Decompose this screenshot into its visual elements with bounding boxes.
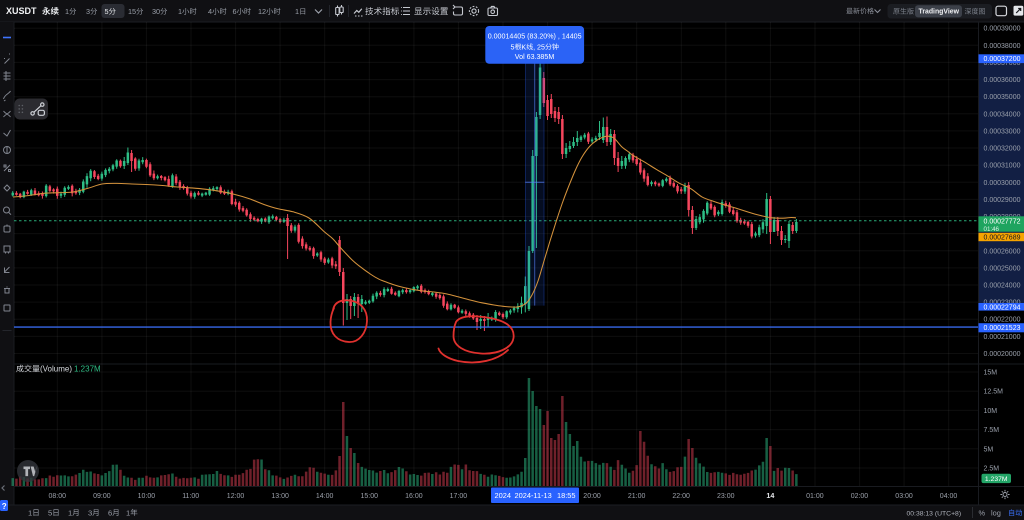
svg-text:13:00: 13:00 <box>271 493 289 500</box>
svg-text:1: 1 <box>28 508 32 517</box>
svg-text:11:00: 11:00 <box>182 493 199 500</box>
svg-text:3: 3 <box>88 508 92 517</box>
svg-text:1: 1 <box>178 7 182 16</box>
svg-text:XUSDT: XUSDT <box>6 6 37 16</box>
svg-text:20:00: 20:00 <box>583 493 601 500</box>
svg-text:0.00037000: 0.00037000 <box>984 60 1021 67</box>
svg-text:0.00024000: 0.00024000 <box>984 283 1021 290</box>
svg-text:17:00: 17:00 <box>450 493 468 500</box>
svg-text:10M: 10M <box>984 408 998 415</box>
svg-text:12: 12 <box>258 7 266 16</box>
svg-text:0.00021000: 0.00021000 <box>984 334 1021 341</box>
svg-text:5M: 5M <box>984 446 994 453</box>
svg-text:1: 1 <box>126 508 130 517</box>
svg-text:0.00036000: 0.00036000 <box>984 77 1021 84</box>
svg-text:23:00: 23:00 <box>717 493 735 500</box>
svg-text:1: 1 <box>65 7 69 16</box>
svg-text:5: 5 <box>511 43 515 51</box>
svg-text:5: 5 <box>105 7 109 16</box>
svg-text:0.00022000: 0.00022000 <box>984 317 1021 324</box>
svg-text:0.00031000: 0.00031000 <box>984 163 1021 170</box>
svg-text:22:00: 22:00 <box>672 493 690 500</box>
svg-text:log: log <box>991 508 1001 517</box>
svg-text:0.00022794: 0.00022794 <box>984 304 1021 311</box>
svg-text:01:00: 01:00 <box>806 493 824 500</box>
svg-text:16:00: 16:00 <box>405 493 423 500</box>
svg-text:10:00: 10:00 <box>138 493 156 500</box>
svg-text:21:00: 21:00 <box>628 493 646 500</box>
svg-text:08:00: 08:00 <box>49 493 67 500</box>
svg-text:12.5M: 12.5M <box>984 389 1004 396</box>
svg-text:0.00034000: 0.00034000 <box>984 111 1021 118</box>
svg-text:0.00033000: 0.00033000 <box>984 128 1021 135</box>
svg-text:00:38:13 (UTC+8): 00:38:13 (UTC+8) <box>907 510 962 517</box>
svg-text:04:00: 04:00 <box>940 493 958 500</box>
svg-text:0.00037200: 0.00037200 <box>984 56 1021 63</box>
svg-text:0.00014405 (83.20%) , 14405: 0.00014405 (83.20%) , 14405 <box>488 33 582 41</box>
svg-text:15: 15 <box>128 7 136 16</box>
svg-text:, 25: , 25 <box>533 43 545 51</box>
svg-text:%: % <box>979 508 986 517</box>
svg-text:09:00: 09:00 <box>93 493 111 500</box>
svg-text:2.5M: 2.5M <box>984 466 1000 473</box>
svg-text:2024: 2024 <box>495 491 511 500</box>
svg-text:0.00020000: 0.00020000 <box>984 351 1021 358</box>
svg-text:1: 1 <box>295 7 299 16</box>
svg-text:TradingView: TradingView <box>919 9 960 16</box>
svg-text:0.00032000: 0.00032000 <box>984 146 1021 153</box>
svg-text:K: K <box>521 43 526 51</box>
svg-text:14:00: 14:00 <box>316 493 334 500</box>
svg-text:14: 14 <box>766 491 774 500</box>
svg-text:5: 5 <box>48 508 52 517</box>
svg-text:18:55: 18:55 <box>557 491 576 500</box>
svg-text:02:00: 02:00 <box>851 493 869 500</box>
svg-text:0.00039000: 0.00039000 <box>984 26 1021 33</box>
svg-text:1.237M: 1.237M <box>985 476 1008 483</box>
svg-text:0.00029000: 0.00029000 <box>984 197 1021 204</box>
svg-text:03:00: 03:00 <box>895 493 913 500</box>
svg-text:0.00030000: 0.00030000 <box>984 180 1021 187</box>
svg-text:(Volume): (Volume) <box>40 365 72 374</box>
svg-text:0.00027772: 0.00027772 <box>984 219 1021 226</box>
svg-text:4: 4 <box>208 7 212 16</box>
svg-text:6: 6 <box>108 508 112 517</box>
svg-text:3: 3 <box>86 7 90 16</box>
svg-text:6: 6 <box>233 7 237 16</box>
svg-text:?: ? <box>2 502 7 511</box>
svg-text:15M: 15M <box>984 370 998 377</box>
svg-text:7.5M: 7.5M <box>984 427 1000 434</box>
svg-text:01:46: 01:46 <box>984 226 1000 233</box>
svg-text:0.00025000: 0.00025000 <box>984 265 1021 272</box>
svg-text:Vol 63.385M: Vol 63.385M <box>515 53 555 61</box>
svg-text:2024-11-13: 2024-11-13 <box>515 491 552 500</box>
svg-text:0.00035000: 0.00035000 <box>984 94 1021 101</box>
svg-text:1.237M: 1.237M <box>74 365 101 374</box>
svg-text:0.00021523: 0.00021523 <box>984 325 1021 332</box>
svg-text:30: 30 <box>152 7 160 16</box>
svg-text:1: 1 <box>68 508 72 517</box>
svg-text:15:00: 15:00 <box>361 493 379 500</box>
svg-text:0.00026000: 0.00026000 <box>984 248 1021 255</box>
svg-text:0.00027689: 0.00027689 <box>984 235 1021 242</box>
svg-text:12:00: 12:00 <box>227 493 245 500</box>
svg-text:0.00038000: 0.00038000 <box>984 43 1021 50</box>
